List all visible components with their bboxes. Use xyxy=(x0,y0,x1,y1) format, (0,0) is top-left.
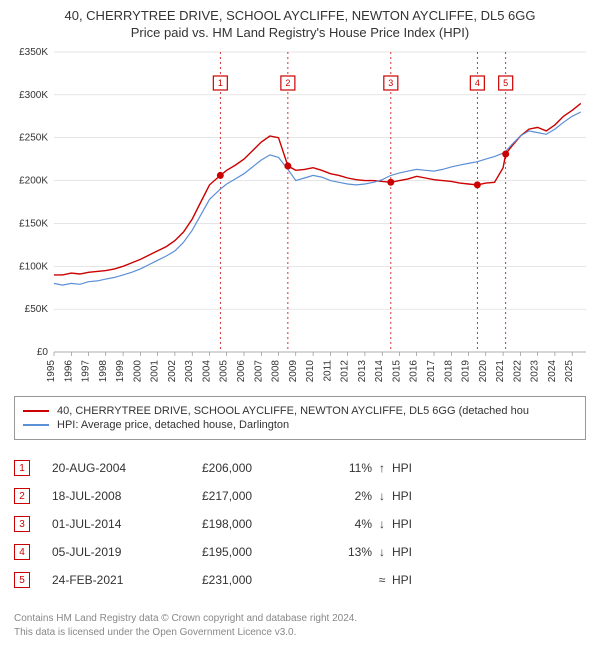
transaction-marker: 2 xyxy=(14,488,30,504)
svg-text:£0: £0 xyxy=(37,347,49,358)
svg-text:2002: 2002 xyxy=(167,360,178,383)
transaction-row: 1 20-AUG-2004£206,00011%↑HPI xyxy=(14,454,586,482)
svg-text:2024: 2024 xyxy=(547,360,558,383)
price-chart: £0 £50K £100K £150K £200K £250K £300K £350K 1995… xyxy=(10,46,590,386)
svg-text:1996: 1996 xyxy=(63,360,74,383)
legend-row: HPI: Average price, detached house, Darl… xyxy=(23,419,577,431)
svg-text:2001: 2001 xyxy=(150,360,161,383)
svg-text:£100K: £100K xyxy=(19,261,48,272)
svg-text:£300K: £300K xyxy=(19,90,48,101)
transaction-price: £198,000 xyxy=(202,517,322,531)
transaction-arrow-icon: ↓ xyxy=(372,517,392,531)
legend: 40, CHERRYTREE DRIVE, SCHOOL AYCLIFFE, N… xyxy=(14,396,586,440)
transaction-hpi-label: HPI xyxy=(392,573,432,587)
footer-line1: Contains HM Land Registry data © Crown c… xyxy=(14,612,586,626)
svg-text:2: 2 xyxy=(285,78,290,88)
transaction-date: 05-JUL-2019 xyxy=(52,545,202,559)
transaction-price: £217,000 xyxy=(202,489,322,503)
svg-text:2025: 2025 xyxy=(564,360,575,383)
transaction-hpi-label: HPI xyxy=(392,461,432,475)
transaction-hpi-label: HPI xyxy=(392,545,432,559)
svg-text:2019: 2019 xyxy=(461,360,472,383)
chart-area: £0 £50K £100K £150K £200K £250K £300K £350K 1995… xyxy=(10,46,590,386)
transaction-pct: 11% xyxy=(322,461,372,475)
svg-text:2015: 2015 xyxy=(391,360,402,383)
transaction-date: 18-JUL-2008 xyxy=(52,489,202,503)
transaction-marker: 3 xyxy=(14,516,30,532)
svg-text:1: 1 xyxy=(218,78,223,88)
transaction-pct: 13% xyxy=(322,545,372,559)
svg-text:5: 5 xyxy=(503,78,508,88)
transaction-date: 01-JUL-2014 xyxy=(52,517,202,531)
transaction-price: £206,000 xyxy=(202,461,322,475)
svg-text:2009: 2009 xyxy=(288,360,299,383)
transaction-hpi-label: HPI xyxy=(392,489,432,503)
transaction-date: 24-FEB-2021 xyxy=(52,573,202,587)
svg-text:2013: 2013 xyxy=(357,360,368,383)
legend-swatch xyxy=(23,410,49,412)
svg-text:2005: 2005 xyxy=(219,360,230,383)
svg-text:1998: 1998 xyxy=(98,360,109,383)
transaction-marker: 1 xyxy=(14,460,30,476)
transaction-price: £231,000 xyxy=(202,573,322,587)
svg-text:2003: 2003 xyxy=(184,360,195,383)
svg-text:1997: 1997 xyxy=(81,360,92,383)
svg-text:2006: 2006 xyxy=(236,360,247,383)
svg-text:£50K: £50K xyxy=(25,304,49,315)
svg-text:£150K: £150K xyxy=(19,218,48,229)
svg-text:4: 4 xyxy=(475,78,480,88)
page-container: 40, CHERRYTREE DRIVE, SCHOOL AYCLIFFE, N… xyxy=(0,0,600,648)
transaction-date: 20-AUG-2004 xyxy=(52,461,202,475)
svg-text:2018: 2018 xyxy=(443,360,454,383)
transaction-row: 3 01-JUL-2014£198,0004%↓HPI xyxy=(14,510,586,538)
transaction-row: 4 05-JUL-2019£195,00013%↓HPI xyxy=(14,538,586,566)
transaction-arrow-icon: ↑ xyxy=(372,461,392,475)
svg-text:2000: 2000 xyxy=(132,360,143,383)
svg-text:2010: 2010 xyxy=(305,360,316,383)
transaction-row: 5 24-FEB-2021£231,000 ≈HPI xyxy=(14,566,586,594)
svg-text:2016: 2016 xyxy=(409,360,420,383)
legend-row: 40, CHERRYTREE DRIVE, SCHOOL AYCLIFFE, N… xyxy=(23,405,577,417)
svg-text:1995: 1995 xyxy=(46,360,57,383)
transaction-pct: 4% xyxy=(322,517,372,531)
legend-label: 40, CHERRYTREE DRIVE, SCHOOL AYCLIFFE, N… xyxy=(57,405,529,417)
transaction-arrow-icon: ↓ xyxy=(372,545,392,559)
transaction-price: £195,000 xyxy=(202,545,322,559)
svg-text:3: 3 xyxy=(388,78,393,88)
transaction-arrow-icon: ↓ xyxy=(372,489,392,503)
svg-text:2020: 2020 xyxy=(478,360,489,383)
svg-text:2014: 2014 xyxy=(374,360,385,383)
svg-text:£250K: £250K xyxy=(19,133,48,144)
svg-text:2023: 2023 xyxy=(530,360,541,383)
transaction-marker: 5 xyxy=(14,572,30,588)
transaction-hpi-label: HPI xyxy=(392,517,432,531)
svg-text:2008: 2008 xyxy=(271,360,282,383)
legend-swatch xyxy=(23,424,49,426)
chart-title: 40, CHERRYTREE DRIVE, SCHOOL AYCLIFFE, N… xyxy=(10,8,590,40)
legend-label: HPI: Average price, detached house, Darl… xyxy=(57,419,289,431)
transaction-marker: 4 xyxy=(14,544,30,560)
svg-text:2007: 2007 xyxy=(253,360,264,383)
svg-text:2004: 2004 xyxy=(201,360,212,383)
svg-text:2021: 2021 xyxy=(495,360,506,383)
svg-text:£200K: £200K xyxy=(19,176,48,187)
svg-text:2022: 2022 xyxy=(512,360,523,383)
footer-attribution: Contains HM Land Registry data © Crown c… xyxy=(14,612,586,640)
transactions-table: 120-AUG-2004£206,00011%↑HPI218-JUL-2008£… xyxy=(14,454,586,594)
svg-text:2017: 2017 xyxy=(426,360,437,383)
svg-text:1999: 1999 xyxy=(115,360,126,383)
transaction-row: 2 18-JUL-2008£217,0002%↓HPI xyxy=(14,482,586,510)
transaction-arrow-icon: ≈ xyxy=(372,573,392,587)
footer-line2: This data is licensed under the Open Gov… xyxy=(14,626,586,640)
svg-text:2011: 2011 xyxy=(322,360,333,382)
svg-text:2012: 2012 xyxy=(340,360,351,383)
svg-text:£350K: £350K xyxy=(19,47,48,58)
title-subtitle: Price paid vs. HM Land Registry's House … xyxy=(10,25,590,40)
title-address: 40, CHERRYTREE DRIVE, SCHOOL AYCLIFFE, N… xyxy=(10,8,590,23)
transaction-pct: 2% xyxy=(322,489,372,503)
